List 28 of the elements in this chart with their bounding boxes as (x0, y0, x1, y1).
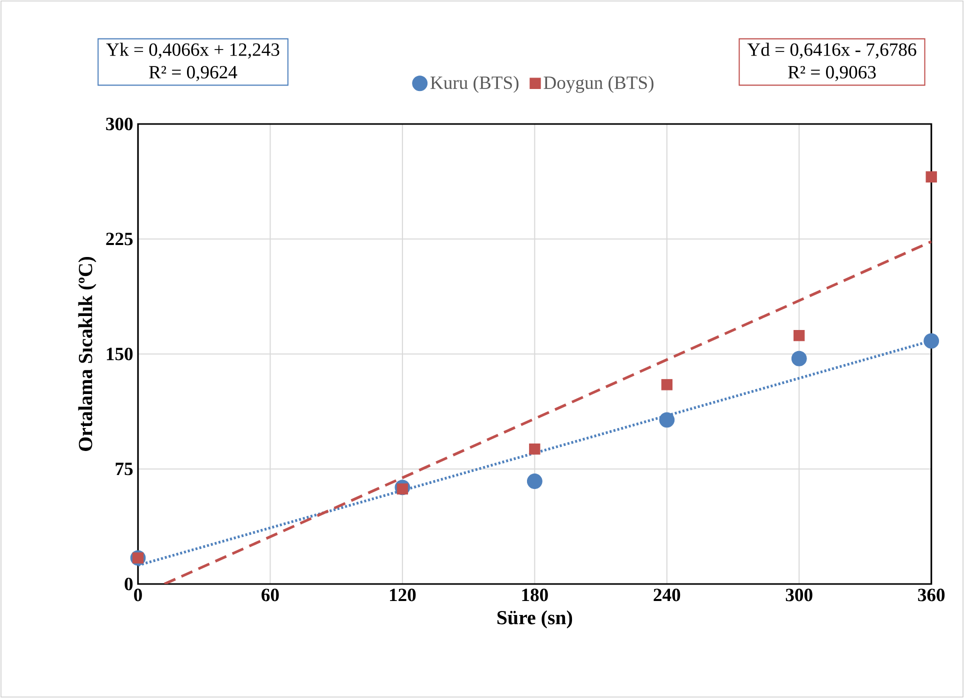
y-axis-title: Ortalama Sıcaklık (ºC) (78, 256, 96, 451)
point (794, 330, 805, 342)
y-tick-label: 150 (106, 348, 133, 360)
point (526, 474, 542, 489)
point (529, 443, 540, 455)
x-tick-label: 0 (134, 588, 142, 602)
text: R² = 0,9624 (149, 66, 238, 82)
point (926, 171, 937, 182)
point (659, 412, 675, 428)
legend-label: Doygun (BTS) (544, 76, 654, 93)
text: R² = 0,9063 (788, 66, 876, 82)
y-tick-label: 225 (106, 232, 133, 246)
x-tick-label: 240 (654, 588, 680, 602)
x-tick-label: 180 (522, 588, 548, 602)
x-tick-label: 120 (390, 588, 416, 602)
y-tick-label: 300 (106, 118, 133, 130)
legend-label: Kuru (BTS) (430, 76, 518, 93)
x-tick-label: 300 (786, 588, 812, 602)
point (924, 333, 940, 349)
y-tick-label: 75 (116, 462, 133, 476)
x-tick-label: 360 (918, 588, 945, 602)
point (661, 379, 672, 390)
x-tick-label: 60 (262, 588, 279, 602)
text: Yd = 0,6416x - 7,6786 (747, 42, 916, 59)
point (791, 350, 807, 366)
text: Yk = 0,4066x + 12,243 (106, 42, 280, 59)
x-axis-title: Süre (sn) (497, 610, 572, 628)
y-tick-label: 0 (124, 578, 133, 590)
